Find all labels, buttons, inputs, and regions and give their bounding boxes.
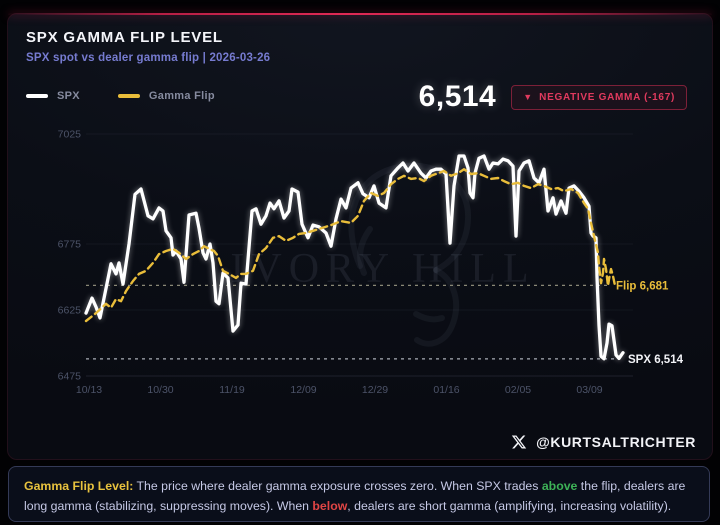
down-triangle-icon: ▼ [523, 91, 533, 102]
page-title: SPX GAMMA FLIP LEVEL [26, 29, 223, 46]
x-axis-tick-label: 03/09 [576, 384, 602, 396]
note-text: Gamma Flip Level: The price where dealer… [24, 479, 685, 513]
chart-subtitle: SPX spot vs dealer gamma flip | 2026-03-… [26, 52, 271, 64]
y-axis-tick-label: 6625 [58, 305, 82, 317]
chart-card: IVORY HILL 7025 6775 6625 6475 10/13 10/30 11/… [7, 13, 713, 460]
note-segment-body: The price where dealer gamma exposure cr… [133, 479, 542, 493]
note-segment-green: above [541, 479, 578, 493]
status-badge: ▼ NEGATIVE GAMMA (-167) [511, 84, 687, 110]
series-line-gamma-flip [84, 168, 617, 323]
card-top-accent [8, 13, 712, 15]
x-axis-tick-label: 11/19 [219, 384, 245, 396]
y-axis-tick-label: 6475 [58, 371, 82, 383]
gamma-flip-explainer-note: Gamma Flip Level: The price where dealer… [8, 466, 710, 522]
social-handle-text: @KURTSALTRICHTER [536, 434, 696, 450]
x-axis-tick-label: 02/05 [505, 384, 531, 396]
legend-item-gamma-flip: Gamma Flip [117, 90, 215, 102]
status-badge-label: NEGATIVE GAMMA (-167) [539, 91, 675, 103]
watermark-brand-text: IVORY HILL [230, 246, 535, 292]
legend-label: Gamma Flip [148, 90, 215, 102]
y-axis-tick-label: 6775 [58, 239, 82, 251]
legend-swatch-icon [117, 94, 140, 98]
x-axis-tick-label: 10/30 [147, 384, 173, 396]
note-segment-gold: Gamma Flip Level: [24, 479, 134, 493]
y-axis-tick-label: 7025 [58, 129, 82, 141]
spx-spot-value: 6,514 [418, 80, 497, 113]
x-axis-tick-label: 12/29 [362, 384, 388, 396]
legend-item-spx: SPX [26, 90, 80, 102]
reference-line-label: SPX 6,514 [628, 354, 684, 366]
legend-swatch-icon [26, 94, 48, 98]
x-axis-tick-label: 10/13 [76, 384, 102, 396]
x-axis-tick-label: 12/09 [290, 384, 316, 396]
data-series [84, 154, 625, 361]
note-segment-body: , dealers are short gamma (amplifying, i… [347, 499, 672, 513]
stats-row: 6,514 ▼ NEGATIVE GAMMA (-167) [419, 80, 687, 114]
chart-legend: SPX Gamma Flip [26, 90, 215, 102]
reference-line-label: Flip 6,681 [616, 280, 669, 292]
legend-label: SPX [57, 90, 80, 102]
note-segment-body: the flip, dealers are long gamma (stabil… [24, 479, 686, 513]
x-twitter-icon [511, 435, 527, 449]
note-segment-red: below [312, 499, 348, 513]
watermark: IVORY HILL [230, 162, 535, 347]
series-line-spx [84, 154, 625, 361]
social-handle[interactable]: @KURTSALTRICHTER [511, 434, 696, 450]
x-axis-tick-label: 01/16 [433, 384, 459, 396]
reference-lines [86, 284, 618, 360]
annotation-labels: Flip 6,681 SPX 6,514 [616, 280, 684, 365]
